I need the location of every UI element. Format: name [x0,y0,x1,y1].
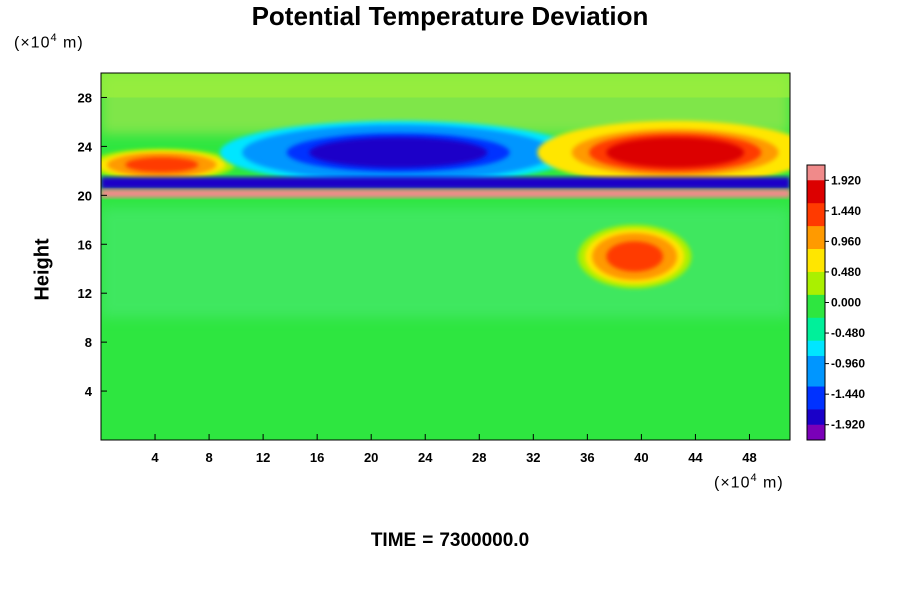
colorbar-swatch [807,210,825,219]
x-tick-label: 12 [256,450,270,465]
colorbar-swatch [807,401,825,410]
feature-upper-right-warm-lobe [537,120,790,185]
feature-convective-warm-cluster [577,224,692,289]
colorbar-swatch [807,424,825,433]
colorbar-swatch [807,378,825,388]
x-tick-label: 8 [205,450,212,465]
colorbar-swatch [807,409,825,418]
x-tick-label: 36 [580,450,594,465]
heatmap-field [101,73,790,440]
y-tick-label: 28 [78,90,92,105]
colorbar-tick-label: -0.960 [831,357,865,371]
y-axis: 4 8 12 16 20 24 28 [78,90,107,399]
colorbar-swatch [807,355,825,365]
colorbar-swatch [807,279,825,288]
feature-tropopause-cold-band [101,176,790,190]
colorbar-swatch [807,226,825,235]
feature-central-cold-lobe [219,120,577,185]
colorbar-swatch [807,165,825,174]
colorbar: 1.920 1.440 0.960 0.480 0.000 -0.480 -0.960 -1.… [806,164,865,441]
feature-tropopause-warm-band [101,189,790,198]
colorbar-swatch [807,256,825,265]
colorbar-swatch [807,432,825,441]
x-tick-label: 20 [364,450,378,465]
colorbar-tick-label: -1.920 [831,418,865,432]
colorbar-swatch [807,333,825,342]
colorbar-swatch [807,233,825,242]
colorbar-swatch [807,249,825,258]
y-tick-label: 24 [78,139,93,154]
top-layer [101,73,790,98]
colorbar-swatch [807,317,825,326]
time-readout: TIME = 7300000.0 [0,530,900,552]
colorbar-swatch [807,386,825,395]
colorbar-swatch [807,310,825,319]
colorbar-swatch [807,218,825,227]
colorbar-swatch [807,241,825,250]
x-tick-label: 44 [688,450,703,465]
colorbar-swatch [807,287,825,296]
colorbar-swatch [807,340,825,349]
time-label: TIME [370,530,417,551]
x-tick-label: 40 [634,450,648,465]
x-tick-label: 32 [526,450,540,465]
colorbar-swatch [807,195,825,204]
y-tick-label: 4 [85,384,93,399]
y-tick-label: 8 [85,335,92,350]
feature-upper-left-warm-lobe [101,148,235,181]
colorbar-swatch [807,394,825,403]
x-tick-label: 4 [151,450,159,465]
y-tick-label: 20 [78,188,92,203]
colorbar-swatch [807,302,825,311]
y-tick-label: 12 [78,286,92,301]
y-axis-unit: (×104 m) [14,32,84,52]
colorbar-tick-label: 1.920 [831,173,861,187]
time-equals: = [422,530,434,551]
y-tick-label: 16 [78,237,92,252]
x-axis-unit: (×104 m) [714,472,784,492]
colorbar-tick-label: 0.960 [831,234,861,248]
colorbar-swatch [807,180,825,189]
colorbar-tick-label: 1.440 [831,204,861,218]
colorbar-swatch [807,187,825,197]
colorbar-tick-label: 0.480 [831,265,861,279]
colorbar-swatch [807,203,825,212]
x-axis: 4 8 12 16 20 24 28 32 36 40 44 48 [151,434,757,465]
colorbar-swatch [807,325,825,334]
colorbar-swatch [807,172,825,181]
time-value: 7300000.0 [439,530,530,551]
colorbar-swatch [807,417,825,426]
x-tick-label: 48 [742,450,756,465]
colorbar-tick-label: -1.440 [831,387,865,401]
colorbar-swatch [807,271,825,281]
colorbar-swatch [807,348,825,357]
colorbar-swatch [807,363,825,372]
x-tick-label: 28 [472,450,486,465]
x-tick-label: 16 [310,450,324,465]
plot-frame [100,72,791,441]
colorbar-tick-label: 0.000 [831,296,861,310]
x-tick-label: 24 [418,450,433,465]
chart-title: Potential Temperature Deviation [251,1,649,31]
colorbar-swatch [807,371,825,380]
colorbar-tick-label: -0.480 [831,326,865,340]
colorbar-swatch [807,264,825,273]
colorbar-swatch [807,294,825,303]
